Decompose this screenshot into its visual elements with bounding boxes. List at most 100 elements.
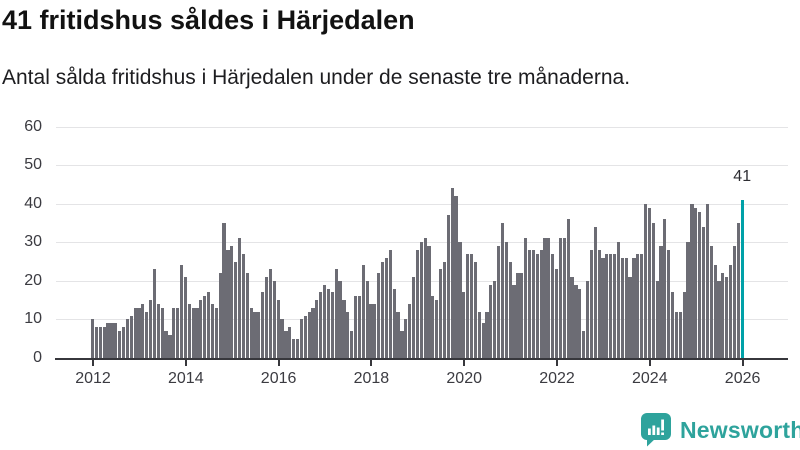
bar (640, 253, 644, 358)
bar (384, 257, 389, 358)
x-axis-tick (184, 360, 187, 366)
bar (690, 203, 694, 358)
bar (593, 226, 597, 358)
x-axis-label: 2014 (168, 370, 204, 387)
bar (729, 265, 733, 358)
bar (102, 327, 106, 358)
bar (562, 238, 566, 358)
bar (129, 315, 133, 358)
bar (636, 253, 640, 358)
y-axis-label: 30 (24, 233, 42, 251)
bar (253, 311, 257, 358)
bar (280, 319, 284, 358)
bar (439, 269, 443, 358)
bar (346, 311, 350, 358)
bar (566, 219, 570, 358)
bar (377, 273, 381, 358)
bar (628, 277, 632, 358)
bar (686, 242, 690, 358)
x-axis-tick (277, 360, 280, 366)
bar (91, 319, 95, 358)
bar (199, 300, 203, 358)
bar (234, 261, 238, 358)
bar (574, 284, 578, 358)
bar (585, 280, 590, 358)
bar (98, 327, 102, 358)
bar (299, 319, 303, 358)
bar (295, 338, 300, 358)
bar (497, 246, 501, 358)
bar (411, 277, 416, 358)
x-axis-line (55, 358, 788, 360)
bar (330, 292, 334, 358)
bar (125, 319, 129, 358)
bar (547, 238, 551, 358)
bar (210, 304, 215, 358)
bar (315, 300, 319, 358)
bar (121, 327, 126, 358)
bar (203, 296, 207, 358)
bar (663, 219, 667, 358)
bar (458, 242, 462, 358)
bar (323, 284, 327, 358)
bar (137, 307, 141, 358)
bar (214, 307, 218, 358)
bar (392, 288, 396, 358)
bar (179, 265, 184, 358)
x-axis-label: 2012 (75, 370, 111, 387)
bar (361, 265, 365, 358)
bar (400, 331, 404, 358)
bar (613, 253, 617, 358)
y-axis-label: 20 (24, 271, 42, 289)
bar (624, 257, 628, 358)
bar (388, 250, 392, 358)
gridline (56, 126, 788, 128)
bar (516, 273, 520, 358)
bar (114, 323, 118, 358)
bar (493, 280, 497, 358)
newsworthy-logo-icon (640, 412, 673, 448)
bar (616, 242, 621, 358)
bar (183, 277, 187, 358)
y-axis-label: 60 (24, 117, 42, 135)
bar (164, 331, 168, 358)
bar (551, 253, 555, 358)
bar (605, 253, 609, 358)
bar (620, 257, 624, 358)
bar (582, 331, 586, 358)
bar (284, 331, 288, 358)
x-axis-tick (92, 360, 94, 366)
bar (160, 307, 164, 358)
bar (156, 304, 160, 358)
bar (601, 257, 605, 358)
x-axis-label: 2026 (724, 370, 761, 387)
bar (427, 246, 431, 358)
bar (632, 257, 636, 358)
newsworthy-logo[interactable]: Newsworthy (640, 412, 800, 448)
x-axis-label: 2022 (539, 370, 575, 387)
bar (176, 307, 180, 358)
x-axis-tick (648, 360, 651, 366)
bar (512, 284, 516, 358)
bar (230, 246, 234, 358)
bar (659, 246, 663, 358)
bar (736, 223, 740, 358)
bar (558, 238, 563, 358)
bar (334, 269, 338, 358)
bar (578, 288, 582, 358)
bar (365, 280, 369, 358)
bar (717, 280, 721, 358)
bar (709, 246, 713, 358)
bar (678, 311, 682, 358)
bar (527, 250, 532, 358)
bar (265, 277, 269, 358)
bar (172, 307, 176, 358)
bar (106, 323, 110, 358)
x-axis-tick (463, 360, 466, 366)
bar (481, 323, 485, 358)
bar (500, 223, 505, 358)
bar (477, 311, 481, 358)
bar (721, 273, 725, 358)
